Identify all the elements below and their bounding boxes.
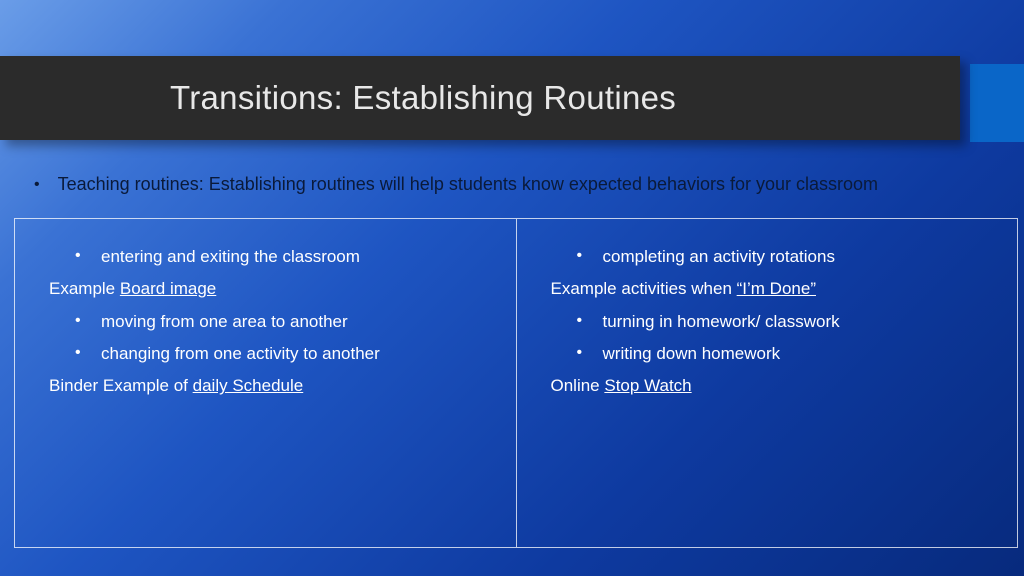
example-line: Example activities when “I’m Done” <box>551 273 958 305</box>
title-bar: Transitions: Establishing Routines <box>0 56 960 140</box>
bullet-icon: • <box>34 174 40 196</box>
slide-title: Transitions: Establishing Routines <box>170 79 676 117</box>
example-prefix: Online <box>551 376 605 395</box>
intro-row: • Teaching routines: Establishing routin… <box>34 174 1004 196</box>
list-item: entering and exiting the classroom <box>75 241 482 273</box>
link-im-done[interactable]: “I’m Done” <box>737 279 816 298</box>
link-daily-schedule[interactable]: daily Schedule <box>193 376 304 395</box>
list-item: changing from one activity to another <box>75 338 482 370</box>
link-board-image[interactable]: Board image <box>120 279 216 298</box>
example-prefix: Example activities when <box>551 279 737 298</box>
example-line: Example Board image <box>49 273 456 305</box>
list-item: moving from one area to another <box>75 306 482 338</box>
right-column: completing an activity rotations Example… <box>516 219 1018 547</box>
list-item: completing an activity rotations <box>577 241 984 273</box>
left-column: entering and exiting the classroom Examp… <box>15 219 516 547</box>
example-prefix: Binder Example of <box>49 376 193 395</box>
columns-container: entering and exiting the classroom Examp… <box>14 218 1018 548</box>
example-prefix: Example <box>49 279 120 298</box>
example-line: Binder Example of daily Schedule <box>49 370 456 402</box>
slide: Transitions: Establishing Routines • Tea… <box>0 0 1024 576</box>
link-stop-watch[interactable]: Stop Watch <box>604 376 691 395</box>
list-item: writing down homework <box>577 338 984 370</box>
list-item: turning in homework/ classwork <box>577 306 984 338</box>
intro-text: Teaching routines: Establishing routines… <box>58 174 878 195</box>
example-line: Online Stop Watch <box>551 370 958 402</box>
accent-block <box>970 64 1024 142</box>
